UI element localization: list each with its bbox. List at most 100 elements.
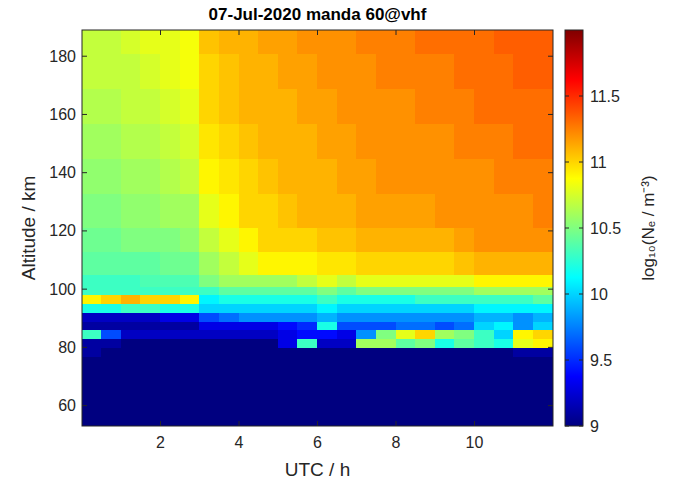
cell bbox=[239, 303, 259, 313]
y-tick-label: 180 bbox=[49, 48, 76, 65]
cell bbox=[494, 402, 514, 426]
cell bbox=[180, 274, 200, 287]
cell bbox=[435, 286, 455, 295]
cell bbox=[160, 123, 181, 159]
cell bbox=[219, 251, 239, 275]
cell bbox=[494, 286, 514, 295]
cell bbox=[513, 338, 534, 348]
cell bbox=[435, 123, 455, 159]
cell bbox=[82, 294, 102, 304]
cell bbox=[533, 294, 553, 304]
cell bbox=[474, 329, 495, 339]
cell bbox=[337, 312, 357, 322]
cell bbox=[494, 356, 514, 380]
cell bbox=[278, 329, 298, 339]
cell bbox=[474, 338, 495, 348]
cell bbox=[415, 347, 436, 357]
cell bbox=[356, 193, 377, 228]
cell bbox=[513, 30, 534, 54]
cell bbox=[297, 338, 318, 348]
x-tick-label: 4 bbox=[235, 434, 244, 451]
cell bbox=[239, 356, 259, 380]
cell bbox=[140, 356, 161, 380]
cell bbox=[219, 158, 239, 194]
cell bbox=[297, 251, 318, 275]
cell bbox=[199, 356, 220, 380]
cell bbox=[180, 303, 200, 313]
cell bbox=[160, 286, 181, 295]
x-tick-label: 10 bbox=[466, 434, 484, 451]
cell bbox=[513, 356, 534, 380]
cell bbox=[199, 347, 220, 357]
cell bbox=[121, 402, 141, 426]
cell bbox=[396, 251, 416, 275]
cell bbox=[396, 158, 416, 194]
cell bbox=[140, 379, 161, 403]
cell bbox=[82, 88, 102, 124]
cell bbox=[199, 158, 220, 194]
cell bbox=[199, 53, 220, 89]
cell bbox=[494, 338, 514, 348]
cell bbox=[533, 303, 553, 313]
cell bbox=[317, 379, 338, 403]
cell bbox=[396, 379, 416, 403]
cell bbox=[101, 158, 122, 194]
cell bbox=[199, 193, 220, 228]
cell bbox=[297, 329, 318, 339]
chart: 246810608010012014016018007-Jul-2020 man… bbox=[0, 0, 673, 491]
cell bbox=[356, 356, 377, 380]
x-tick-label: 6 bbox=[313, 434, 322, 451]
colorbar-tick-label: 9 bbox=[590, 418, 599, 435]
cell bbox=[317, 274, 338, 287]
cell bbox=[219, 347, 239, 357]
cell bbox=[317, 356, 338, 380]
cell bbox=[533, 321, 553, 330]
cell bbox=[199, 251, 220, 275]
cell bbox=[376, 338, 396, 348]
cell bbox=[258, 338, 279, 348]
cell bbox=[278, 251, 298, 275]
cell bbox=[258, 88, 279, 124]
y-tick-label: 120 bbox=[49, 222, 76, 239]
cell bbox=[239, 321, 259, 330]
cell bbox=[239, 193, 259, 228]
cell bbox=[121, 321, 141, 330]
cell bbox=[356, 53, 377, 89]
cell bbox=[121, 53, 141, 89]
cell bbox=[258, 123, 279, 159]
cell bbox=[533, 158, 553, 194]
cell bbox=[180, 53, 200, 89]
cell bbox=[239, 88, 259, 124]
cell bbox=[101, 321, 122, 330]
cell bbox=[454, 193, 475, 228]
cell bbox=[82, 329, 102, 339]
x-axis-title: UTC / h bbox=[285, 459, 350, 480]
cell bbox=[258, 53, 279, 89]
cell bbox=[396, 329, 416, 339]
cell bbox=[239, 294, 259, 304]
cell bbox=[140, 347, 161, 357]
cell bbox=[199, 329, 220, 339]
cell bbox=[121, 338, 141, 348]
cell bbox=[140, 338, 161, 348]
colorbar-tick bbox=[579, 96, 583, 97]
x-tick-label: 2 bbox=[156, 434, 165, 451]
cell bbox=[180, 321, 200, 330]
cell bbox=[101, 274, 122, 287]
colorbar-tick bbox=[565, 96, 569, 97]
cell bbox=[160, 30, 181, 54]
y-tick bbox=[82, 56, 87, 57]
y-tick-label: 100 bbox=[49, 281, 76, 298]
cell bbox=[396, 347, 416, 357]
cell bbox=[258, 321, 279, 330]
cell bbox=[180, 402, 200, 426]
cell bbox=[199, 88, 220, 124]
cell bbox=[82, 274, 102, 287]
colorbar-tick-label: 10.5 bbox=[590, 220, 621, 237]
cell bbox=[337, 251, 357, 275]
cell bbox=[415, 228, 436, 252]
cell bbox=[239, 228, 259, 252]
cell bbox=[435, 402, 455, 426]
cell bbox=[101, 193, 122, 228]
cell bbox=[513, 274, 534, 287]
